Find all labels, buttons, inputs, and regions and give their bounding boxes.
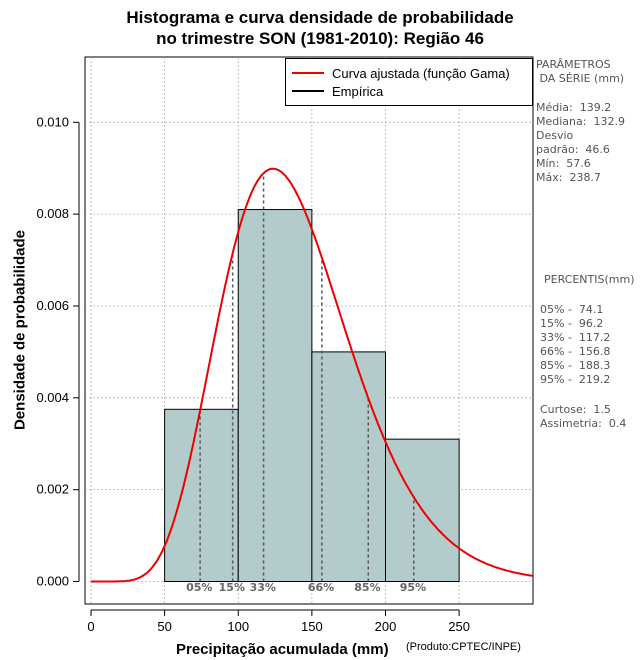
legend-item-curve: Curva ajustada (função Gama) bbox=[292, 65, 510, 81]
percentile-label: 05% bbox=[186, 581, 212, 594]
x-tick-label: 50 bbox=[157, 619, 171, 634]
percentile-label: 33% bbox=[250, 581, 276, 594]
x-tick-label: 200 bbox=[375, 619, 397, 634]
y-tick-label: 0.000 bbox=[36, 574, 69, 589]
legend-swatch-curve bbox=[292, 72, 324, 74]
y-tick-label: 0.002 bbox=[36, 482, 69, 497]
moments-values: Curtose: 1.5 Assimetria: 0.4 bbox=[540, 403, 627, 430]
percentis-header: PERCENTIS(mm) bbox=[544, 273, 635, 286]
gamma-fit-curve bbox=[91, 167, 533, 583]
y-axis-label: Densidade de probabilidade bbox=[11, 229, 29, 431]
x-axis-label: Precipitação acumulada (mm) bbox=[176, 641, 389, 658]
chart-title-line2: no trimestre SON (1981-2010): Região 46 bbox=[156, 29, 484, 48]
chart-legend: Curva ajustada (função Gama) Empírica bbox=[285, 58, 533, 106]
product-credit: (Produto:CPTEC/INPE) bbox=[406, 641, 521, 653]
legend-item-empirical: Empírica bbox=[292, 83, 383, 99]
y-tick-label: 0.004 bbox=[36, 390, 69, 405]
plot-frame bbox=[84, 56, 534, 605]
legend-label-empirical: Empírica bbox=[332, 83, 384, 99]
series-stats: Média: 139.2 Mediana: 132.9 Desvio padrã… bbox=[536, 101, 625, 184]
x-tick-label: 100 bbox=[227, 619, 249, 634]
percentis-values: 05% - 74.1 15% - 96.2 33% - 117.2 66% - … bbox=[540, 303, 611, 386]
x-tick-label: 0 bbox=[87, 619, 94, 634]
params-header: PARÂMETROS DA SÉRIE (mm) bbox=[536, 58, 625, 85]
histogram-bar bbox=[164, 408, 239, 582]
x-tick-label: 250 bbox=[448, 619, 470, 634]
legend-swatch-empirical bbox=[292, 90, 324, 92]
percentile-label: 66% bbox=[308, 581, 334, 594]
y-tick-label: 0.010 bbox=[36, 114, 69, 129]
legend-label-curve: Curva ajustada (função Gama) bbox=[332, 65, 510, 81]
histogram-bar bbox=[237, 209, 313, 582]
percentile-label: 15% bbox=[219, 581, 245, 594]
chart-title-line1: Histograma e curva densidade de probabil… bbox=[126, 8, 514, 27]
percentile-label: 95% bbox=[400, 581, 426, 594]
y-tick-label: 0.006 bbox=[36, 298, 69, 313]
x-tick-label: 150 bbox=[301, 619, 323, 634]
histogram-bar bbox=[311, 351, 386, 582]
y-tick-label: 0.008 bbox=[36, 206, 69, 221]
percentile-label: 85% bbox=[354, 581, 380, 594]
